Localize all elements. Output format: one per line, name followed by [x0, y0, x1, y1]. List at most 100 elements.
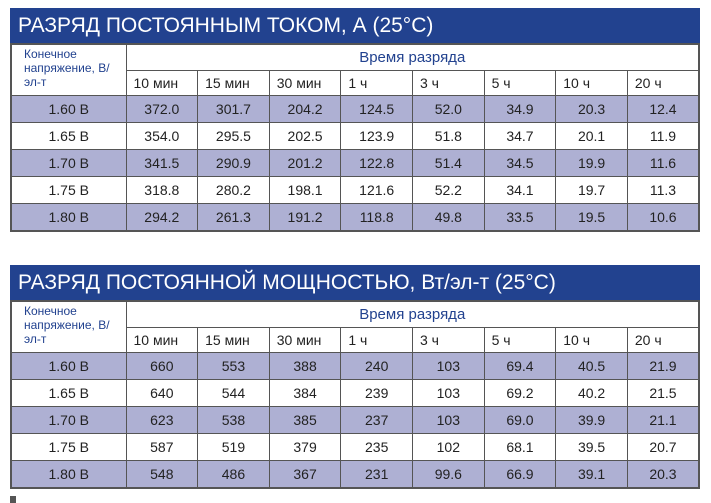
- value-cell: 301.7: [197, 95, 270, 123]
- value-cell: 20.1: [555, 122, 628, 150]
- value-cell: 39.5: [555, 433, 628, 461]
- value-cell: 39.9: [555, 406, 628, 434]
- column-header: 20 ч: [626, 327, 700, 353]
- voltage-cell: 1.60 В: [10, 95, 127, 123]
- current-discharge-section: РАЗРЯД ПОСТОЯННЫМ ТОКОМ, А (25°C) Конечн…: [10, 8, 700, 232]
- discharge-time-header: Время разряда: [125, 300, 700, 328]
- footnote-fragment: [10, 496, 16, 503]
- column-header: 10 мин: [125, 70, 199, 96]
- voltage-header: Конечное напряжение, В/эл-т: [10, 43, 127, 96]
- table-row: 1.80 В 548 486 367 231 99.6 66.9 39.1 20.3: [10, 460, 700, 489]
- value-cell: 201.2: [268, 149, 342, 177]
- value-cell: 39.1: [555, 460, 628, 489]
- value-cell: 198.1: [268, 176, 342, 204]
- value-cell: 40.2: [555, 379, 628, 407]
- value-cell: 51.8: [412, 122, 485, 150]
- value-cell: 103: [412, 352, 485, 380]
- value-cell: 21.1: [626, 406, 700, 434]
- column-header: 1 ч: [340, 70, 413, 96]
- value-cell: 372.0: [125, 95, 199, 123]
- value-cell: 122.8: [340, 149, 413, 177]
- value-cell: 69.0: [483, 406, 557, 434]
- voltage-header: Конечное напряжение, В/эл-т: [10, 300, 127, 353]
- value-cell: 202.5: [268, 122, 342, 150]
- table-row: 1.60 В 372.0 301.7 204.2 124.5 52.0 34.9 20.3 12…: [10, 95, 700, 123]
- value-cell: 99.6: [412, 460, 485, 489]
- value-cell: 11.9: [626, 122, 700, 150]
- value-cell: 34.9: [483, 95, 557, 123]
- value-cell: 295.5: [197, 122, 270, 150]
- value-cell: 34.5: [483, 149, 557, 177]
- voltage-cell: 1.75 В: [10, 433, 127, 461]
- value-cell: 204.2: [268, 95, 342, 123]
- column-header: 30 мин: [268, 70, 342, 96]
- value-cell: 384: [268, 379, 342, 407]
- value-cell: 235: [340, 433, 413, 461]
- table-row: 1.70 В 623 538 385 237 103 69.0 39.9 21.1: [10, 406, 700, 434]
- discharge-table: Конечное напряжение, В/эл-т Время разряд…: [10, 300, 700, 489]
- value-cell: 660: [125, 352, 199, 380]
- value-cell: 103: [412, 379, 485, 407]
- voltage-cell: 1.80 В: [10, 203, 127, 232]
- value-cell: 118.8: [340, 203, 413, 232]
- value-cell: 19.7: [555, 176, 628, 204]
- value-cell: 261.3: [197, 203, 270, 232]
- value-cell: 19.9: [555, 149, 628, 177]
- column-header: 15 мин: [197, 327, 270, 353]
- voltage-cell: 1.70 В: [10, 149, 127, 177]
- table-title: РАЗРЯД ПОСТОЯННОЙ МОЩНОСТЬЮ, Вт/эл-т (25…: [10, 265, 700, 300]
- value-cell: 21.9: [626, 352, 700, 380]
- value-cell: 385: [268, 406, 342, 434]
- value-cell: 191.2: [268, 203, 342, 232]
- voltage-cell: 1.65 В: [10, 122, 127, 150]
- value-cell: 379: [268, 433, 342, 461]
- value-cell: 121.6: [340, 176, 413, 204]
- value-cell: 19.5: [555, 203, 628, 232]
- value-cell: 52.0: [412, 95, 485, 123]
- value-cell: 294.2: [125, 203, 199, 232]
- value-cell: 354.0: [125, 122, 199, 150]
- value-cell: 640: [125, 379, 199, 407]
- value-cell: 20.7: [626, 433, 700, 461]
- voltage-cell: 1.60 В: [10, 352, 127, 380]
- column-header: 15 мин: [197, 70, 270, 96]
- value-cell: 68.1: [483, 433, 557, 461]
- value-cell: 367: [268, 460, 342, 489]
- value-cell: 69.4: [483, 352, 557, 380]
- voltage-cell: 1.75 В: [10, 176, 127, 204]
- value-cell: 49.8: [412, 203, 485, 232]
- column-header: 10 мин: [125, 327, 199, 353]
- voltage-cell: 1.70 В: [10, 406, 127, 434]
- column-header: 20 ч: [626, 70, 700, 96]
- value-cell: 587: [125, 433, 199, 461]
- value-cell: 20.3: [555, 95, 628, 123]
- value-cell: 341.5: [125, 149, 199, 177]
- column-header: 3 ч: [412, 70, 485, 96]
- value-cell: 623: [125, 406, 199, 434]
- value-cell: 237: [340, 406, 413, 434]
- table-row: 1.75 В 318.8 280.2 198.1 121.6 52.2 34.1 19.7 11…: [10, 176, 700, 204]
- table-row: 1.75 В 587 519 379 235 102 68.1 39.5 20.7: [10, 433, 700, 461]
- value-cell: 553: [197, 352, 270, 380]
- table-row: 1.80 В 294.2 261.3 191.2 118.8 49.8 33.5 19.5 10…: [10, 203, 700, 232]
- value-cell: 240: [340, 352, 413, 380]
- discharge-table: Конечное напряжение, В/эл-т Время разряд…: [10, 43, 700, 232]
- value-cell: 388: [268, 352, 342, 380]
- value-cell: 11.6: [626, 149, 700, 177]
- value-cell: 33.5: [483, 203, 557, 232]
- value-cell: 318.8: [125, 176, 199, 204]
- value-cell: 102: [412, 433, 485, 461]
- value-cell: 52.2: [412, 176, 485, 204]
- column-header: 10 ч: [555, 327, 628, 353]
- voltage-cell: 1.80 В: [10, 460, 127, 489]
- table-row: 1.60 В 660 553 388 240 103 69.4 40.5 21.9: [10, 352, 700, 380]
- value-cell: 290.9: [197, 149, 270, 177]
- table-row: 1.70 В 341.5 290.9 201.2 122.8 51.4 34.5 19.9 11…: [10, 149, 700, 177]
- value-cell: 123.9: [340, 122, 413, 150]
- table-title: РАЗРЯД ПОСТОЯННЫМ ТОКОМ, А (25°C): [10, 8, 700, 43]
- power-discharge-section: РАЗРЯД ПОСТОЯННОЙ МОЩНОСТЬЮ, Вт/эл-т (25…: [10, 265, 700, 489]
- value-cell: 231: [340, 460, 413, 489]
- column-header: 1 ч: [340, 327, 413, 353]
- value-cell: 34.1: [483, 176, 557, 204]
- table-row: 1.65 В 354.0 295.5 202.5 123.9 51.8 34.7 20.1 11…: [10, 122, 700, 150]
